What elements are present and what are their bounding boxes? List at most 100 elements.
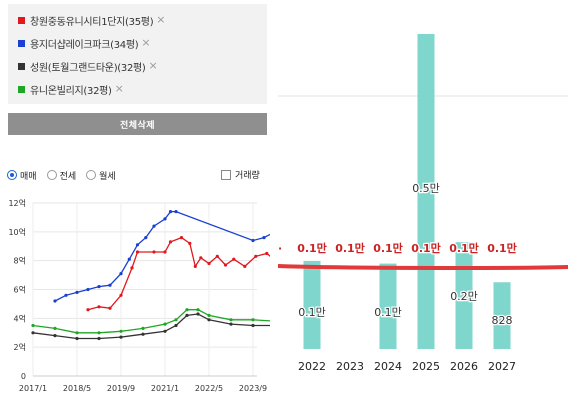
data-point (196, 312, 200, 316)
y-tick-label: 0 (21, 372, 26, 381)
data-point (152, 224, 156, 228)
data-point (119, 329, 123, 333)
data-point (31, 331, 35, 335)
volume-bar (493, 282, 511, 349)
remove-icon[interactable]: × (114, 82, 124, 95)
data-point (135, 250, 140, 254)
bar-value-label: 828 (492, 314, 513, 327)
x-axis-label: 2022 (298, 360, 326, 373)
data-point (163, 322, 167, 326)
ref-label: 0.1만 (335, 241, 365, 255)
data-point (75, 290, 79, 294)
data-point (31, 323, 35, 328)
data-point (75, 331, 79, 335)
series-line (32, 309, 270, 334)
data-point (97, 305, 101, 309)
ref-label: 0.1만 (297, 241, 327, 255)
x-tick-label: 2023/9 (239, 384, 267, 393)
average-line (278, 264, 568, 270)
data-point (243, 264, 247, 268)
series-color-swatch (18, 16, 25, 24)
data-point (168, 240, 173, 244)
apartment-compare-list: 창원중동유니시티1단지(35평) × 용지더샵레이크파크(34평) × 성원(토… (8, 4, 267, 104)
y-tick-label: 10억 (8, 227, 26, 237)
delete-all-button[interactable]: 전체삭제 (8, 113, 267, 135)
data-point (251, 318, 255, 322)
data-point (196, 308, 200, 312)
data-point (265, 251, 269, 256)
data-point (168, 210, 173, 214)
data-point (229, 322, 233, 326)
x-tick-label: 2021/1 (151, 384, 179, 393)
data-point (174, 323, 178, 328)
remove-icon[interactable]: × (141, 36, 151, 49)
data-point (64, 293, 68, 297)
price-line-chart: 12억 10억 8억 6억 4억 2억 0 2017/1 2018/5 2019/9 2021/1 2… (8, 198, 270, 393)
series-color-swatch (18, 62, 25, 70)
volume-toggle[interactable]: 거래량 (221, 168, 260, 181)
data-point (215, 254, 219, 258)
data-point (229, 318, 233, 322)
x-tick-label: 2018/5 (63, 384, 91, 393)
apartment-item[interactable]: 용지더샵레이크파크(34평) × (18, 34, 151, 52)
comparison-panel: 창원중동유니시티1단지(35평) × 용지더샵레이크파크(34평) × 성원(토… (0, 0, 270, 408)
x-axis-label: 2025 (412, 360, 440, 373)
remove-icon[interactable]: × (148, 59, 158, 72)
data-point (163, 329, 167, 333)
data-point (97, 285, 101, 289)
ref-label: 0.1만 (411, 241, 441, 255)
trade-type-jeonse[interactable]: 전세 (46, 169, 77, 182)
data-point (207, 313, 211, 317)
bar-value-label: 0.1만 (298, 306, 326, 319)
data-point (207, 318, 211, 322)
y-tick-label: 8억 (14, 256, 26, 266)
apartment-item[interactable]: 성원(토월그랜드타운)(32평) × (18, 57, 158, 75)
volume-checkbox[interactable] (221, 169, 231, 180)
data-point (188, 241, 192, 245)
data-point (251, 323, 255, 328)
series-line (54, 210, 270, 302)
series-line (32, 313, 270, 340)
radio-button[interactable] (7, 170, 17, 180)
ref-label: 0.1만 (449, 241, 479, 255)
data-point (75, 336, 79, 341)
data-point (141, 332, 145, 336)
data-point (135, 243, 140, 247)
data-point (119, 272, 123, 276)
trade-type-sale[interactable]: 매매 (7, 169, 37, 182)
x-tick-label: 2019/9 (107, 384, 135, 393)
volume-bar (303, 260, 321, 349)
data-point (86, 308, 90, 312)
data-point (174, 318, 178, 322)
data-point (97, 331, 101, 335)
data-point (119, 335, 123, 339)
radio-button[interactable] (46, 170, 57, 180)
apartment-item[interactable]: 유니온빌리지(32평) × (18, 80, 124, 98)
data-point (163, 250, 167, 254)
data-point (108, 283, 112, 287)
data-point (185, 313, 189, 317)
radio-button[interactable] (86, 170, 97, 180)
ref-label: 0.1만 (487, 241, 517, 255)
radio-label: 전세 (59, 171, 77, 182)
series-color-swatch (18, 39, 25, 47)
data-point (108, 306, 112, 310)
data-point (130, 266, 134, 270)
data-point (174, 210, 178, 214)
apartment-item[interactable]: 창원중동유니시티1단지(35평) × (18, 11, 166, 29)
trade-type-monthly[interactable]: 월세 (86, 169, 116, 182)
y-tick-label: 12억 (8, 198, 26, 208)
volume-bar (379, 263, 397, 349)
data-point (141, 326, 145, 330)
data-point (152, 250, 156, 254)
apartment-name: 용지더샵레이크파크(34평) (30, 39, 139, 51)
remove-icon[interactable]: × (156, 13, 166, 26)
data-point (185, 308, 189, 312)
data-point (53, 299, 57, 303)
data-point (251, 238, 255, 243)
data-point (179, 236, 184, 240)
series-color-swatch (18, 85, 25, 93)
x-tick-label: 2022/5 (195, 384, 223, 393)
volume-bar-chart: · 0.1만 0.1만 0.1만 0.1만 0.1만 0.1만 0.1만 0.1만 0.5만 0.2… (278, 34, 568, 373)
apartment-name: 창원중동유니시티1단지(35평) (30, 16, 154, 28)
